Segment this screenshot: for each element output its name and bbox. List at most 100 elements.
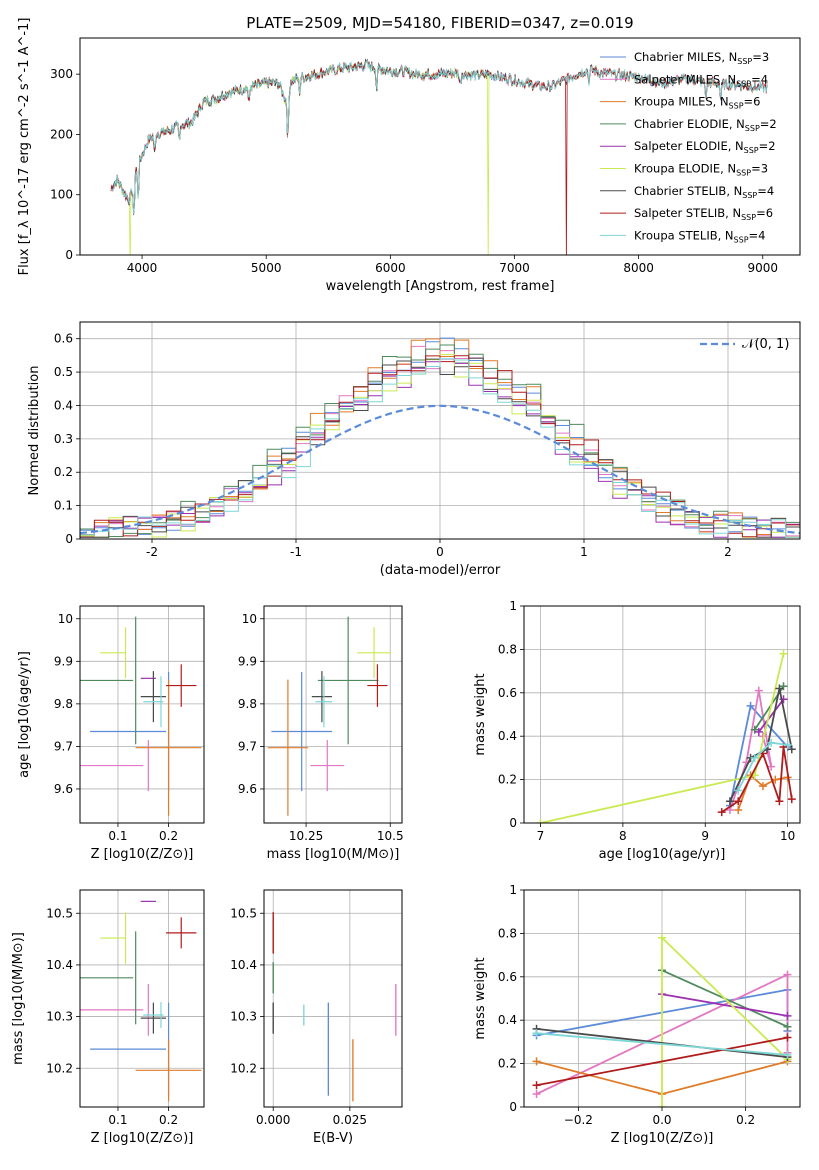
y-tick-label: 0.6 — [498, 970, 517, 984]
y-tick-label: 1 — [509, 883, 517, 897]
y-tick-label: 9.8 — [54, 697, 73, 711]
x-axis-label: Z [log10(Z/Z⊙)] — [91, 1131, 194, 1146]
ssp-marker — [783, 1033, 792, 1042]
y-tick-label: 0.6 — [498, 686, 517, 700]
ssp-marker — [754, 727, 763, 736]
ssp-marker — [658, 933, 666, 942]
ssp-marker — [787, 795, 796, 804]
x-axis-label: (data-model)/error — [380, 563, 501, 578]
ssp-marker — [754, 686, 763, 695]
y-axis-label: mass weight — [473, 957, 488, 1039]
y-tick-label: 0 — [65, 532, 73, 546]
x-tick-label: 8 — [619, 829, 627, 843]
x-tick-label: 6000 — [375, 261, 406, 275]
ssp-marker — [717, 808, 726, 817]
weight_vs_Z-data — [532, 933, 792, 1107]
ssp-marker — [532, 1089, 541, 1098]
weight_vs_age-data — [536, 649, 796, 823]
x-tick-label: -1 — [290, 545, 302, 559]
age_vs_mass-data — [267, 616, 391, 816]
spectrum-series — [110, 58, 490, 213]
axes-frame — [263, 889, 403, 1108]
mass_vs_Z-axes: 0.1 0.2 10.2 10.3 10.4 10.5 Z [log10(Z/Z⊙)] mas… — [11, 889, 205, 1146]
age_vs_Z-axes: 0.1 0.2 9.6 9.7 9.8 9.9 10 Z [log10(Z/Z⊙)] age [… — [17, 605, 205, 862]
x-tick-label: 0.2 — [736, 1113, 755, 1127]
y-tick-label: 0 — [509, 1100, 517, 1114]
ssp-marker — [783, 1050, 792, 1059]
ssp-marker — [532, 1081, 541, 1090]
y-tick-label: 10.3 — [230, 1010, 257, 1024]
y-tick-label: 0.2 — [498, 773, 517, 787]
ssp-marker — [734, 786, 743, 795]
mass_vs_ebv-data — [272, 912, 397, 1102]
x-tick-label: 9000 — [747, 261, 778, 275]
legend-label: Kroupa ELODIE, NSSP=3 — [634, 162, 768, 178]
ssp-marker — [779, 649, 788, 658]
ssp-marker — [532, 1029, 541, 1038]
y-tick-label: 9.9 — [238, 654, 257, 668]
x-axis-label: wavelength [Angstrom, rest frame] — [326, 279, 555, 294]
ssp-marker — [767, 738, 776, 747]
x-tick-label: 10 — [780, 829, 795, 843]
weight_vs_Z-axes: −0.2 0.0 0.2 0 0.2 0.4 0.6 0.8 1 Z [log10(Z/Z⊙)] m… — [473, 883, 801, 1146]
spectrum-data — [110, 58, 768, 255]
weight-series — [540, 653, 785, 823]
y-tick-label: 0.8 — [498, 926, 517, 940]
y-axis-label: mass weight — [473, 673, 488, 755]
ssp-marker — [734, 797, 743, 806]
x-tick-label: 7 — [537, 829, 545, 843]
weight-series — [536, 1028, 788, 1058]
y-tick-label: 10.5 — [230, 906, 257, 920]
ssp-marker — [779, 682, 788, 691]
ssp-marker — [750, 725, 759, 734]
plot-layer: 4000 5000 6000 7000 8000 90000100200300wavele… — [11, 18, 801, 1146]
x-tick-label: 5000 — [251, 261, 282, 275]
ssp-marker — [775, 797, 784, 806]
y-tick-label: 0.8 — [498, 642, 517, 656]
mass_vs_Z-data — [80, 900, 202, 1102]
y-tick-label: 0.3 — [54, 432, 73, 446]
y-tick-label: 10.3 — [46, 1010, 73, 1024]
ssp-marker — [787, 745, 796, 754]
ssp-marker — [767, 762, 776, 771]
x-tick-label: 0.025 — [333, 1113, 367, 1127]
y-tick-label: 0 — [509, 816, 517, 830]
legend-label: Chabrier ELODIE, NSSP=2 — [634, 117, 777, 133]
x-tick-label: 0.2 — [159, 1113, 178, 1127]
y-tick-label: 0.1 — [54, 499, 73, 513]
ssp-marker — [750, 753, 759, 762]
x-axis-label: E(B-V) — [313, 1131, 353, 1146]
ssp-marker — [758, 782, 767, 791]
histogram-series — [80, 358, 800, 538]
x-tick-label: 0.1 — [108, 1113, 127, 1127]
axes-frame — [523, 605, 801, 824]
y-axis-label: Normed distribution — [27, 366, 42, 496]
y-tick-label: 9.9 — [54, 654, 73, 668]
legend-label: 𝒩(0, 1) — [742, 337, 789, 352]
age_vs_Z-data — [80, 616, 202, 816]
weight_vs_age-axes: 7 8 9 10 0 0.2 0.4 0.6 0.8 1 age [log10(age/yr)] ma… — [473, 599, 801, 862]
y-axis-label: age [log10(age/yr)] — [17, 651, 32, 778]
x-tick-label: 0.1 — [108, 829, 127, 843]
y-tick-label: 9.6 — [54, 782, 73, 796]
y-tick-label: 10.5 — [46, 906, 73, 920]
y-tick-label: 10.2 — [230, 1061, 257, 1075]
x-axis-label: Z [log10(Z/Z⊙)] — [91, 847, 194, 862]
x-tick-label: 1 — [580, 545, 588, 559]
normal-curve — [80, 404, 800, 535]
ssp-marker — [783, 1011, 792, 1020]
y-tick-label: 0.2 — [498, 1057, 517, 1071]
y-tick-label: 0.4 — [498, 1013, 517, 1027]
axes-frame — [263, 605, 403, 824]
residuals-axes: -2 -1 0 1 2 0 0.1 0.2 0.3 0.4 0.5 0.6 (data-model)/e… — [27, 321, 801, 578]
y-tick-label: 100 — [50, 188, 73, 202]
x-axis-label: Z [log10(Z/Z⊙)] — [611, 1131, 714, 1146]
weight-series — [661, 993, 788, 1017]
ssp-marker — [658, 1103, 666, 1107]
x-tick-label: 0.2 — [159, 829, 178, 843]
x-tick-label: 0 — [436, 545, 444, 559]
x-axis-label: mass [log10(M/M⊙)] — [267, 847, 400, 862]
legend-label: Chabrier STELIB, NSSP=4 — [634, 184, 774, 200]
y-tick-label: 10 — [242, 612, 257, 626]
